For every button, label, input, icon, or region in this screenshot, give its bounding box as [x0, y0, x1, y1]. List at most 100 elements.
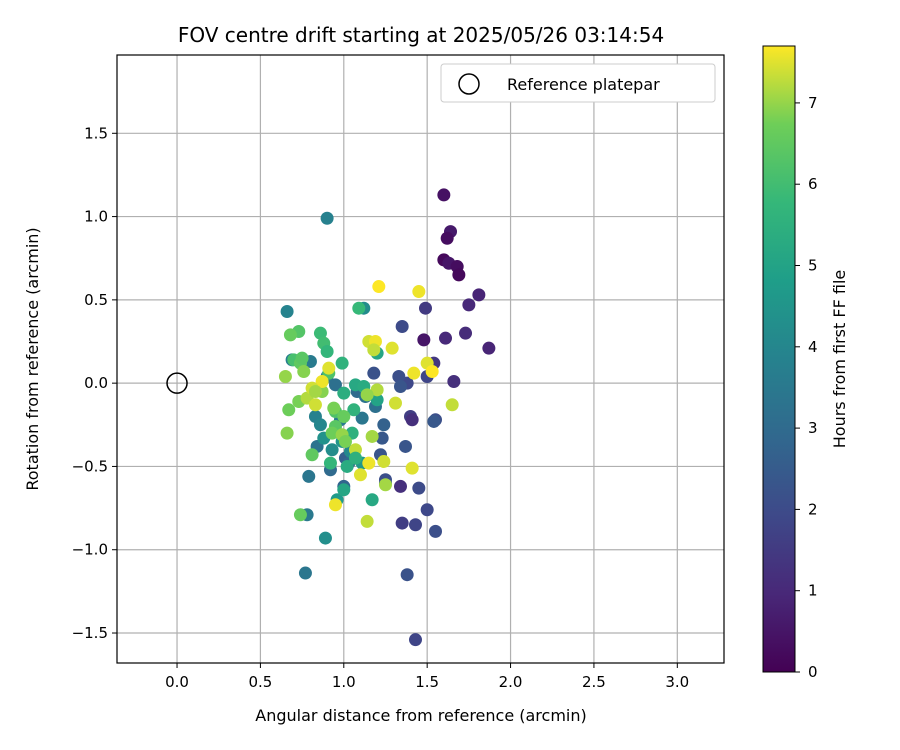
data-point [352, 301, 366, 315]
data-point [393, 379, 407, 393]
y-tick-label: 1.5 [84, 124, 108, 142]
data-point [405, 413, 419, 427]
chart-title: FOV centre drift starting at 2025/05/26 … [178, 23, 664, 47]
x-tick-label: 0.0 [165, 673, 189, 691]
data-point [328, 498, 342, 512]
colorbar-tick-label: 2 [808, 500, 818, 518]
data-point [340, 459, 354, 473]
data-point [377, 454, 391, 468]
data-point [370, 383, 384, 397]
plot-frame [116, 54, 725, 664]
data-point [427, 414, 441, 428]
data-point [308, 398, 322, 412]
data-point [337, 483, 351, 497]
data-point [452, 268, 466, 282]
data-point [395, 320, 409, 334]
data-point [282, 403, 296, 417]
colorbar-tick-label: 7 [808, 94, 818, 112]
data-point [365, 493, 379, 507]
grid [117, 55, 724, 663]
data-point [360, 514, 374, 528]
data-point [323, 456, 337, 470]
data-point [325, 443, 339, 457]
colorbar-label: Hours from first FF file [830, 270, 849, 449]
data-point [385, 341, 399, 355]
data-point [298, 566, 312, 580]
data-point [472, 288, 486, 302]
data-point [429, 524, 443, 538]
x-axis-ticks: 0.0 0.5 1.0 1.5 2.0 2.5 3.0 [165, 663, 689, 691]
data-point [347, 403, 361, 417]
data-point [393, 479, 407, 493]
data-point [360, 388, 374, 402]
colorbar-tick-label: 6 [808, 175, 818, 193]
data-point [377, 418, 391, 432]
legend-marker [458, 73, 480, 95]
data-point [280, 305, 294, 319]
x-axis-label: Angular distance from reference (arcmin) [255, 706, 586, 725]
data-point [420, 503, 434, 517]
legend-entry: Reference platepar [507, 75, 660, 94]
data-point [362, 456, 376, 470]
data-point [313, 326, 327, 340]
data-point [419, 301, 433, 315]
data-point [412, 481, 426, 495]
data-point [405, 461, 419, 475]
data-point [327, 401, 341, 415]
data-point [338, 434, 352, 448]
data-point [417, 333, 431, 347]
y-tick-label: 1.0 [84, 208, 108, 226]
data-point [392, 369, 406, 383]
data-point [482, 341, 496, 355]
data-point [337, 409, 351, 423]
data-point [459, 326, 473, 340]
data-point [302, 469, 316, 483]
reference-platepar-marker [166, 372, 188, 394]
data-point [398, 439, 412, 453]
x-tick-label: 2.5 [582, 673, 606, 691]
data-point [283, 328, 297, 342]
colorbar-tick-label: 0 [808, 663, 818, 681]
x-tick-label: 1.5 [415, 673, 439, 691]
data-point [280, 426, 294, 440]
y-tick-label: −0.5 [72, 457, 108, 475]
data-point [313, 418, 327, 432]
data-point [400, 568, 414, 582]
data-point [462, 298, 476, 312]
data-point [322, 361, 336, 375]
x-tick-label: 0.5 [248, 673, 272, 691]
data-point [412, 285, 426, 299]
data-point [367, 366, 381, 380]
data-point [408, 633, 422, 647]
data-point [297, 364, 311, 378]
colorbar-gradient [762, 45, 796, 673]
colorbar-tick-label: 4 [808, 338, 818, 356]
data-point [325, 426, 339, 440]
data-point [439, 331, 453, 345]
data-point [408, 518, 422, 532]
data-point [425, 364, 439, 378]
data-point [315, 374, 329, 388]
y-tick-label: 0.0 [84, 374, 108, 392]
data-point [388, 396, 402, 410]
y-tick-label: −1.5 [72, 624, 108, 642]
data-point [305, 448, 319, 462]
y-axis-label: Rotation from reference (arcmin) [23, 227, 42, 490]
data-point [355, 411, 369, 425]
data-point [447, 374, 461, 388]
data-point [348, 451, 362, 465]
data-point [437, 188, 451, 202]
data-point [335, 356, 349, 370]
data-point [320, 211, 334, 225]
data-point [318, 531, 332, 545]
data-point [337, 386, 351, 400]
data-point [367, 343, 381, 357]
data-point [440, 231, 454, 245]
data-point [407, 366, 421, 380]
data-point [293, 508, 307, 522]
y-tick-label: 0.5 [84, 291, 108, 309]
y-tick-label: −1.0 [72, 541, 108, 559]
x-tick-label: 2.0 [499, 673, 523, 691]
x-tick-label: 3.0 [665, 673, 689, 691]
